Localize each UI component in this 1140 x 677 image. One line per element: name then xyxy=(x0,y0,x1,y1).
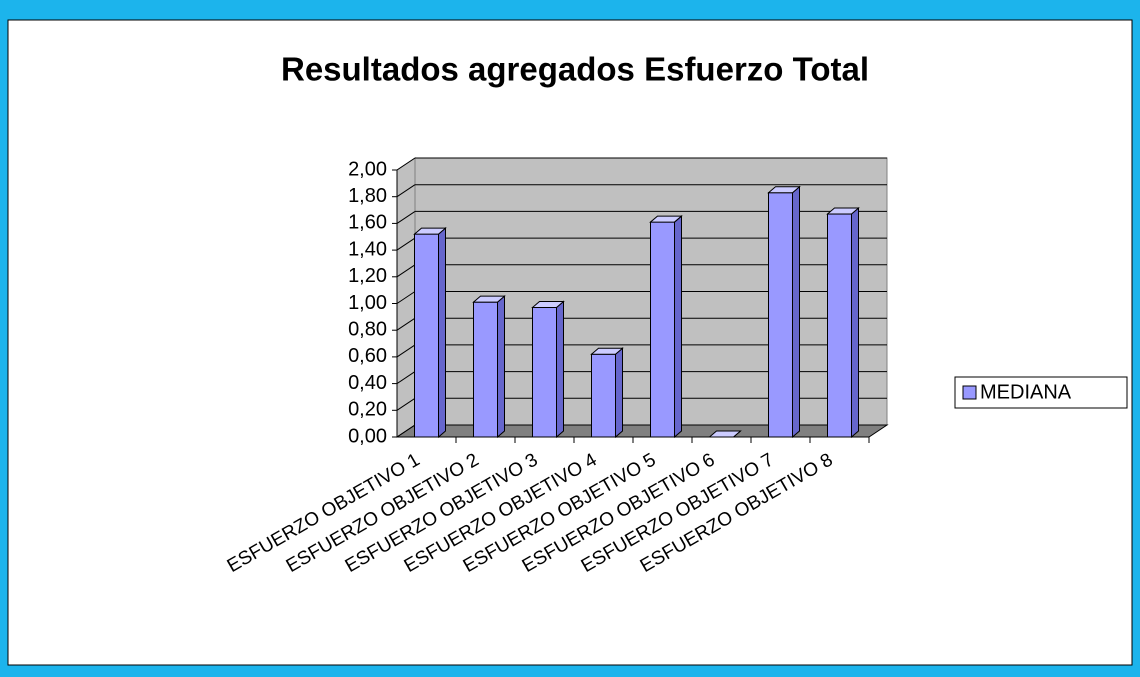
y-tick-label: 0,00 xyxy=(348,425,387,447)
y-tick-label: 1,40 xyxy=(348,238,387,260)
y-tick-label: 1,00 xyxy=(348,292,387,314)
y-tick-label: 2,00 xyxy=(348,158,387,180)
bar-top xyxy=(531,301,565,309)
bar-side xyxy=(792,185,800,439)
grid-line xyxy=(396,371,416,385)
legend-box xyxy=(954,376,1128,409)
floor xyxy=(395,424,889,438)
legend-swatch xyxy=(962,385,977,400)
bar-side xyxy=(674,214,682,439)
grid-line xyxy=(396,424,416,438)
grid-line xyxy=(396,397,416,411)
bar-side xyxy=(438,226,446,439)
bar-top xyxy=(649,215,683,223)
chart-title: Resultados agregados Esfuerzo Total xyxy=(281,51,869,88)
y-tick-label: 0,60 xyxy=(348,345,387,367)
bar-top xyxy=(826,207,860,215)
bar-side xyxy=(556,300,564,439)
bar-side xyxy=(851,206,859,439)
bar xyxy=(768,192,793,438)
bar xyxy=(414,233,439,438)
bar xyxy=(650,221,675,438)
grid-line xyxy=(396,210,416,224)
grid-line xyxy=(396,317,416,331)
grid-line xyxy=(396,184,416,198)
y-tick-label: 0,40 xyxy=(348,372,387,394)
bar-side xyxy=(615,347,623,439)
grid-line xyxy=(396,157,416,171)
grid-line xyxy=(396,291,416,304)
y-tick-label: 1,60 xyxy=(348,212,387,234)
bar xyxy=(591,353,616,438)
bar-top xyxy=(413,227,447,235)
bar xyxy=(532,307,557,438)
grid-line xyxy=(396,344,416,358)
y-tick-label: 0,20 xyxy=(348,399,387,421)
grid-line xyxy=(396,237,416,251)
grid-line xyxy=(396,264,416,278)
bar-top xyxy=(472,295,506,303)
y-tick-label: 1,20 xyxy=(348,265,387,287)
y-tick-label: 1,80 xyxy=(348,185,387,207)
bar-top xyxy=(708,430,742,438)
legend-label: MEDIANA xyxy=(980,381,1072,403)
bar xyxy=(473,301,498,438)
y-tick-label: 0,80 xyxy=(348,318,387,340)
bar-top xyxy=(767,186,801,194)
bar-top xyxy=(590,347,624,355)
bar xyxy=(827,213,852,438)
bar-side xyxy=(497,295,505,439)
